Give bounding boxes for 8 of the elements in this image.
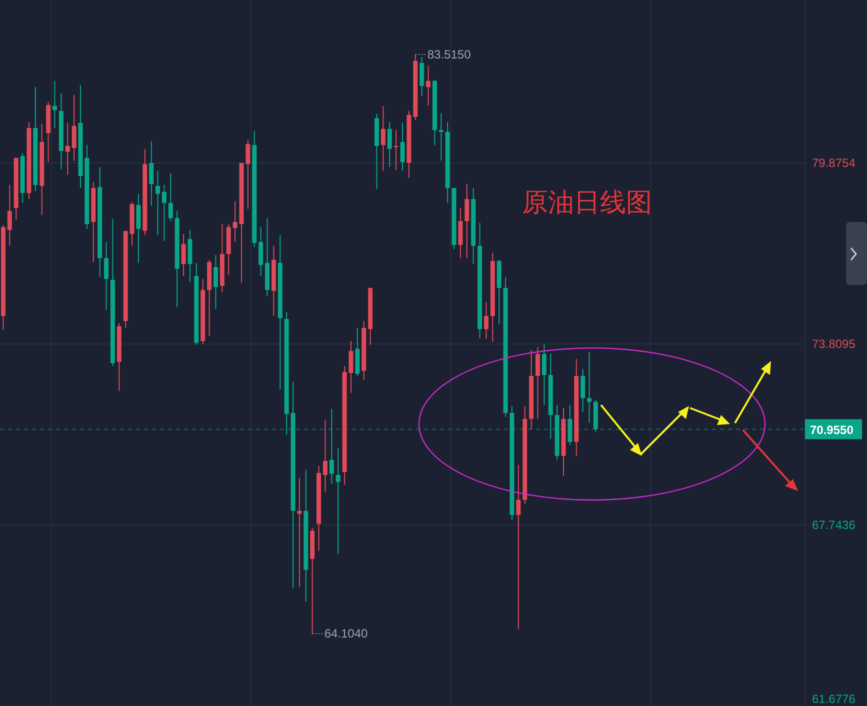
- y-tick-label: 73.8095: [812, 337, 856, 352]
- ref-line-label: 70.9550: [810, 423, 854, 438]
- y-tick-label: 79.8754: [812, 156, 856, 170]
- annotation: 83.5150: [427, 47, 472, 62]
- y-tick-label: 61.6776: [812, 692, 856, 706]
- y-tick-label: 67.7436: [812, 518, 856, 532]
- text: 原油日线图: [522, 187, 652, 217]
- annotation: 64.1040: [324, 626, 368, 641]
